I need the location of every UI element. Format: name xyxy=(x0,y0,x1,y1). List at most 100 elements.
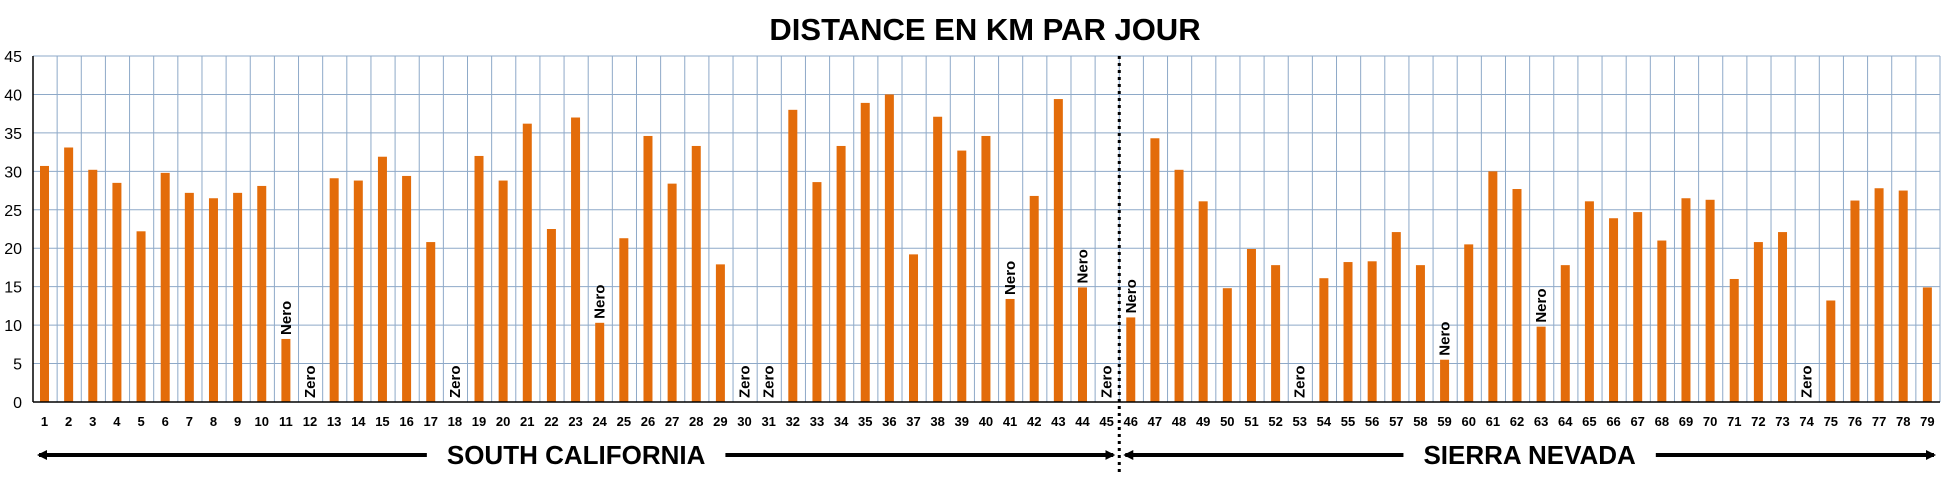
x-tick-label: 71 xyxy=(1727,414,1741,429)
bar xyxy=(1584,201,1594,402)
x-tick-label: 10 xyxy=(255,414,269,429)
x-tick-label: 3 xyxy=(89,414,96,429)
x-tick-label: 11 xyxy=(279,414,293,429)
bar-annotation: Zero xyxy=(1292,365,1309,398)
bar xyxy=(1367,261,1377,402)
x-tick-label: 6 xyxy=(162,414,169,429)
region-labels: SOUTH CALIFORNIA SIERRA NEVADA xyxy=(37,440,1936,470)
x-tick-label: 21 xyxy=(520,414,534,429)
x-tick-label: 66 xyxy=(1606,414,1620,429)
bar xyxy=(1633,212,1643,402)
x-tick-label: 40 xyxy=(979,414,993,429)
bar xyxy=(474,155,484,402)
bar xyxy=(981,135,991,402)
x-axis-ticks: 1 2 3 4 5 6 7 8 9 10 11 12 13 14 15 16 17 18 19 20 21 22 23 24 2… xyxy=(41,414,1935,429)
x-tick-label: 5 xyxy=(137,414,144,429)
x-tick-label: 55 xyxy=(1341,414,1355,429)
bar xyxy=(788,109,798,403)
bar xyxy=(1729,278,1739,402)
bar-annotation: Nero xyxy=(1533,288,1550,322)
bar xyxy=(1005,298,1015,402)
bar-annotations: Nero Zero Zero Nero Zero Zero Nero Nero Zero Nero… xyxy=(278,249,1816,398)
grid xyxy=(32,55,1941,403)
x-tick-label: 43 xyxy=(1051,414,1065,429)
bar-annotation: Nero xyxy=(278,301,295,335)
bar xyxy=(1053,99,1063,403)
x-tick-label: 29 xyxy=(713,414,727,429)
x-tick-label: 72 xyxy=(1751,414,1765,429)
x-tick-label: 23 xyxy=(568,414,582,429)
bar xyxy=(184,192,194,402)
bar xyxy=(691,145,701,402)
bar xyxy=(1319,278,1329,402)
bar-annotation: Zero xyxy=(447,365,464,398)
bar xyxy=(1778,232,1788,402)
y-tick-label: 10 xyxy=(4,318,22,335)
x-tick-label: 12 xyxy=(303,414,317,429)
bar xyxy=(136,231,146,402)
bar xyxy=(1898,190,1908,402)
bar xyxy=(208,198,218,402)
x-tick-label: 49 xyxy=(1196,414,1210,429)
x-tick-label: 2 xyxy=(65,414,72,429)
x-tick-label: 58 xyxy=(1413,414,1427,429)
bar xyxy=(546,229,556,402)
x-tick-label: 38 xyxy=(930,414,944,429)
bar xyxy=(667,183,677,402)
axes xyxy=(32,56,1940,403)
x-tick-label: 24 xyxy=(592,414,607,429)
x-tick-label: 47 xyxy=(1148,414,1162,429)
y-tick-label: 30 xyxy=(4,164,22,181)
y-tick-label: 5 xyxy=(13,357,22,374)
x-tick-label: 22 xyxy=(544,414,558,429)
bar-annotation: Zero xyxy=(737,365,754,398)
bar xyxy=(595,322,605,402)
x-tick-label: 54 xyxy=(1317,414,1332,429)
x-tick-label: 4 xyxy=(113,414,121,429)
bar xyxy=(1198,201,1208,402)
bar xyxy=(1077,287,1087,402)
x-tick-label: 35 xyxy=(858,414,872,429)
x-tick-label: 18 xyxy=(448,414,462,429)
x-tick-label: 69 xyxy=(1679,414,1693,429)
bar xyxy=(909,254,919,402)
y-axis-ticks: 0 5 10 15 20 25 30 35 40 45 xyxy=(4,49,22,412)
x-tick-label: 30 xyxy=(737,414,751,429)
bar xyxy=(1464,244,1474,402)
x-tick-label: 8 xyxy=(210,414,217,429)
x-tick-label: 61 xyxy=(1486,414,1500,429)
bar xyxy=(1246,248,1256,402)
x-tick-label: 19 xyxy=(472,414,486,429)
y-tick-label: 35 xyxy=(4,126,22,143)
x-tick-label: 56 xyxy=(1365,414,1379,429)
x-tick-label: 76 xyxy=(1848,414,1862,429)
bars xyxy=(40,94,1932,403)
bar-annotation: Nero xyxy=(1123,279,1140,313)
x-tick-label: 37 xyxy=(906,414,920,429)
bar xyxy=(1488,171,1498,402)
x-tick-label: 39 xyxy=(955,414,969,429)
bar xyxy=(860,102,870,402)
bar xyxy=(1922,287,1932,402)
x-tick-label: 50 xyxy=(1220,414,1234,429)
x-tick-label: 62 xyxy=(1510,414,1524,429)
bar xyxy=(64,147,74,402)
bar xyxy=(1029,195,1039,402)
x-tick-label: 60 xyxy=(1461,414,1475,429)
bar xyxy=(619,238,629,402)
x-tick-label: 27 xyxy=(665,414,679,429)
x-tick-label: 7 xyxy=(186,414,193,429)
x-tick-label: 57 xyxy=(1389,414,1403,429)
bar xyxy=(233,192,243,402)
x-tick-label: 1 xyxy=(41,414,48,429)
bar xyxy=(1826,300,1836,402)
bar xyxy=(1705,199,1715,402)
bar xyxy=(1391,232,1401,402)
bar xyxy=(522,123,532,402)
bar xyxy=(1415,265,1425,402)
x-tick-label: 63 xyxy=(1534,414,1548,429)
bar xyxy=(1874,188,1884,402)
bar xyxy=(40,165,49,402)
x-tick-label: 74 xyxy=(1799,414,1814,429)
bar xyxy=(1850,200,1860,402)
